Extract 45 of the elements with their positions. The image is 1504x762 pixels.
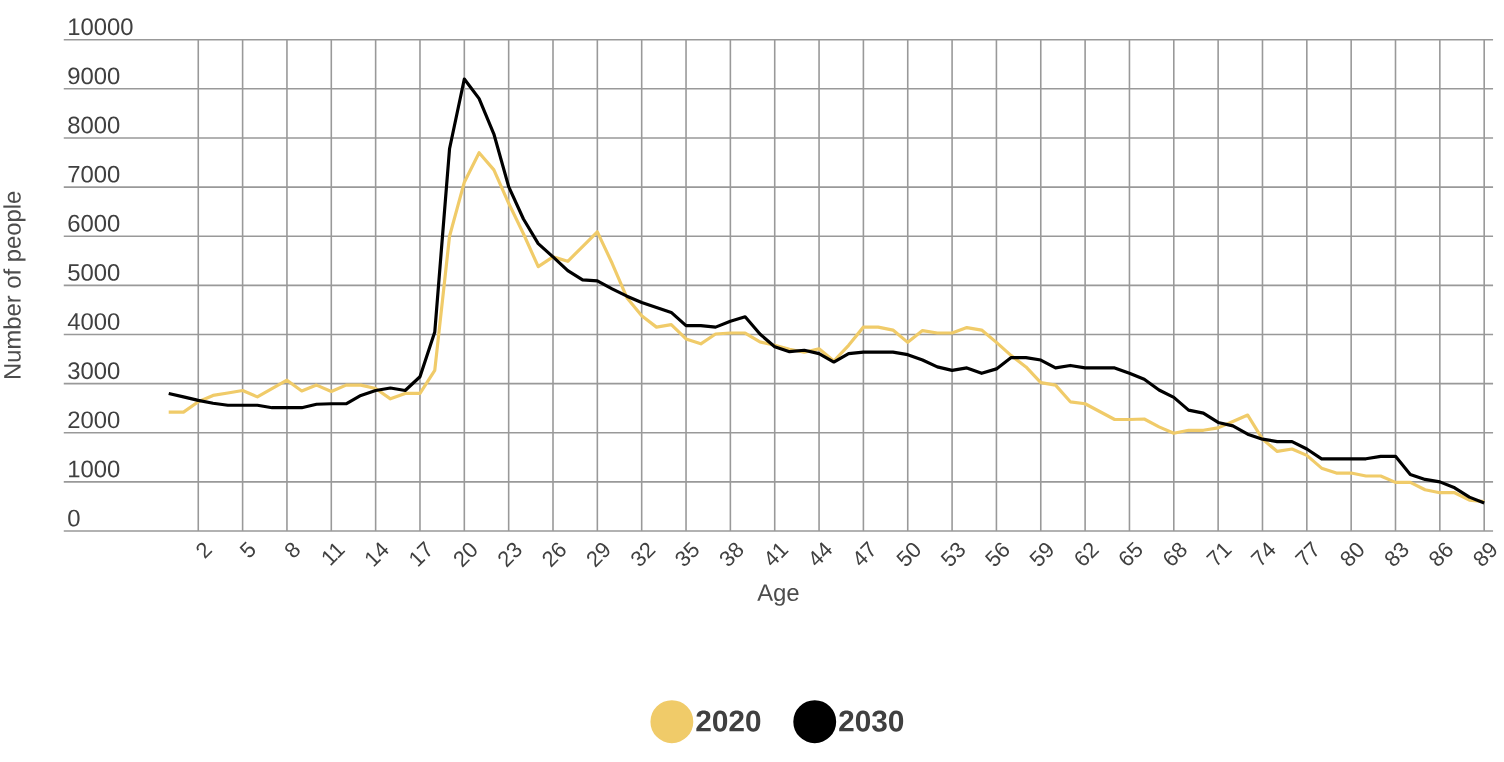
x-tick-label: 23 [498, 542, 522, 568]
x-tick-label: 71 [1205, 543, 1233, 566]
x-tick-label: 83 [1385, 542, 1409, 566]
x-tick-label: 5 [239, 541, 255, 558]
y-tick-label: 2000 [68, 411, 120, 429]
x-tick-label: 26 [542, 542, 566, 568]
x-tick-label: 74 [1250, 542, 1276, 566]
x-tick-label: 41 [766, 543, 789, 566]
x-tick-label: 53 [940, 542, 965, 566]
x-tick-label: 8 [285, 542, 300, 558]
x-tick-label: 59 [1029, 542, 1053, 566]
x-tick-label: 86 [1429, 542, 1453, 566]
x-tick-label: 56 [984, 542, 1010, 566]
y-tick-label: 5000 [68, 263, 120, 281]
legend-label: 2030 [839, 710, 904, 732]
x-tick-label: 11 [322, 543, 346, 566]
y-tick-label: 4000 [67, 313, 120, 330]
y-tick-label: 7000 [68, 165, 120, 183]
x-tick-label: 32 [631, 542, 656, 566]
x-tick-label: 62 [1075, 542, 1100, 566]
x-tick-label: 2 [196, 542, 213, 559]
x-tick-label: 44 [811, 542, 832, 566]
y-tick-label: 8000 [68, 116, 120, 134]
x-tick-label: 29 [587, 542, 610, 568]
x-tick-label: 47 [855, 540, 874, 566]
x-tick-label: 14 [365, 542, 389, 567]
x-tick-label: 50 [896, 542, 921, 566]
x-tick-label: 68 [1163, 542, 1187, 566]
x-tick-label: 35 [675, 541, 699, 566]
y-tick-label: 9000 [68, 67, 120, 85]
x-tick-label: 17 [410, 540, 431, 567]
x-tick-label: 65 [1119, 541, 1142, 566]
y-tick-label: 1000 [69, 460, 120, 478]
y-axis-title: Number of people [3, 191, 26, 378]
x-tick-label: 38 [719, 542, 744, 566]
x-axis-title: Age [757, 584, 799, 606]
x-tick-label: 80 [1340, 542, 1364, 566]
x-tick-label: 89 [1473, 542, 1497, 566]
y-tick-label: 0 [68, 509, 80, 527]
x-tick-label: 20 [454, 542, 477, 568]
y-tick-label: 6000 [68, 214, 120, 232]
y-tick-label: 10000 [69, 18, 133, 36]
x-tick-label: 77 [1294, 540, 1318, 566]
y-tick-label: 3000 [68, 362, 120, 379]
legend-label: 2020 [696, 710, 761, 732]
